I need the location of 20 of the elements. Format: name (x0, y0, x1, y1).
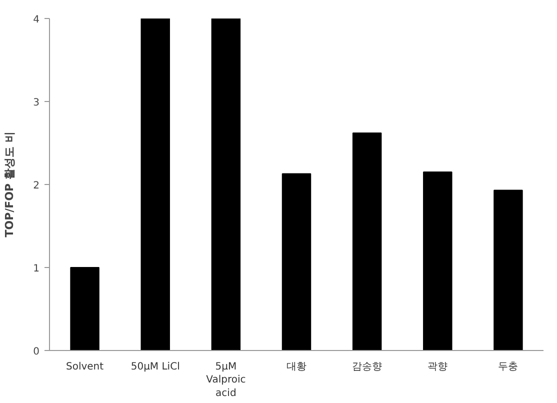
bar (140, 18, 170, 350)
y-tick-label: 1 (33, 264, 40, 274)
x-tick-label: 두충 (498, 362, 518, 372)
bar (282, 173, 312, 350)
bar (423, 172, 452, 350)
x-tick-label: 5µM Valproic acid (206, 362, 246, 399)
y-tick-label: 3 (33, 98, 40, 108)
bar (352, 132, 382, 350)
y-tick-label: 2 (33, 180, 40, 192)
y-axis-title: TOP/FOP 활성도 비 (3, 132, 16, 238)
bar (211, 18, 241, 350)
x-tick-label: 대황 (286, 362, 306, 372)
x-tick-label: 감송향 (352, 362, 382, 372)
x-tick-label: 곽향 (428, 362, 448, 372)
y-tick-label: 4 (33, 14, 40, 26)
bar (494, 190, 523, 350)
y-tick-label: 0 (33, 346, 40, 358)
x-tick-label: 50µM LiCl (130, 362, 180, 372)
bar (70, 267, 100, 350)
x-tick-label: Solvent (66, 362, 104, 372)
